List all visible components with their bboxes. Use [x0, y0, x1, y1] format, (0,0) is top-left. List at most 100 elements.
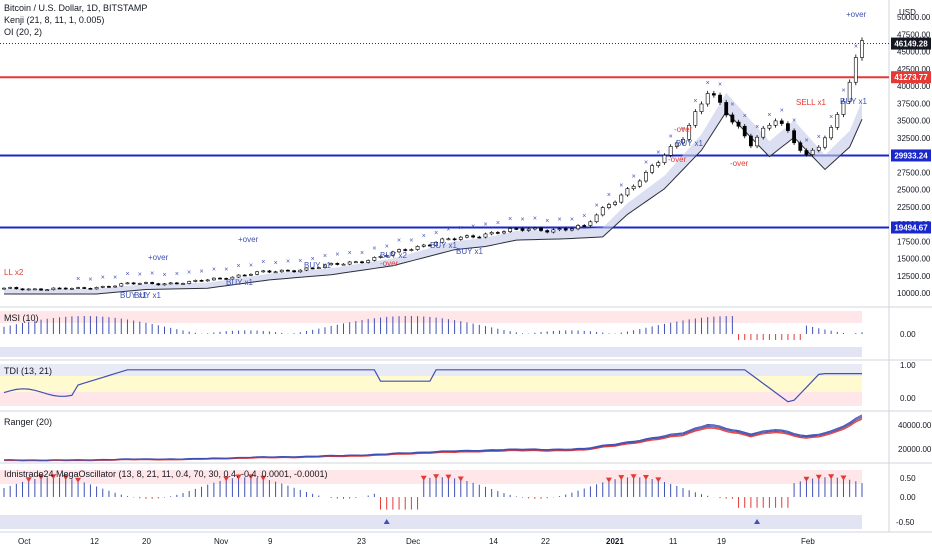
candle-body [557, 228, 562, 231]
candle-body [2, 287, 6, 290]
price-axis-tick: 42500.00 [897, 65, 931, 74]
price-axis-tick: 27500.00 [897, 168, 931, 177]
signal-annotation: +over [846, 10, 867, 19]
buy-marker: × [545, 218, 549, 225]
buy-marker: × [446, 227, 450, 234]
candle-body [434, 241, 438, 246]
time-axis-label: 12 [90, 537, 99, 546]
candle-body [823, 137, 827, 148]
candle-body [563, 228, 568, 231]
buy-marker: × [348, 250, 352, 257]
candle-body [150, 282, 155, 284]
candle-body [736, 121, 741, 127]
signal-annotation: BUY x1 [226, 278, 254, 287]
mega-sell-triangle [247, 474, 254, 480]
buy-marker: × [595, 202, 599, 209]
candle-body [329, 263, 334, 266]
level-price-label: 19494.67 [894, 223, 928, 232]
candle-body [168, 282, 173, 285]
mega-sell-triangle [630, 474, 637, 480]
mega-sell-triangle [815, 474, 822, 480]
mega-sell-triangle [25, 477, 32, 483]
mega-sell-triangle [223, 476, 230, 482]
last-price-tag [891, 37, 931, 50]
candle-body [279, 269, 284, 273]
candle-body [353, 261, 358, 264]
mega-sell-triangle [605, 477, 612, 483]
candle-body [390, 251, 395, 256]
mega-sell-triangle [828, 474, 835, 480]
candle-body [588, 221, 593, 226]
candle-body [681, 139, 685, 144]
signal-annotation: BUY x1 [430, 241, 458, 250]
candle-body [816, 146, 821, 151]
candle-body [193, 280, 198, 282]
candle-body [347, 261, 352, 265]
candle-body [76, 287, 80, 289]
price-axis-tick: 12500.00 [897, 272, 931, 281]
time-axis-label: Feb [801, 537, 815, 546]
candle-body [607, 204, 611, 208]
candle-body [582, 225, 587, 227]
signal-annotation: BUY x1 [456, 247, 484, 256]
mega-axis-tick: 0.00 [900, 493, 916, 502]
candle-body [304, 267, 309, 271]
candle-body [88, 288, 93, 290]
candle-body [705, 93, 710, 105]
signal-annotation: BUY x2 [380, 251, 408, 260]
candle-body [286, 269, 290, 272]
buy-marker: × [693, 98, 697, 105]
buy-marker: × [249, 262, 253, 269]
candle-body [14, 287, 19, 290]
buy-marker: × [187, 270, 191, 277]
time-axis-label: Oct [18, 537, 31, 546]
candle-body [508, 228, 513, 232]
mega-sell-triangle [420, 475, 427, 481]
candle-body [674, 142, 679, 147]
signal-annotation: BUY x1 [134, 291, 162, 300]
candle-body [421, 244, 426, 247]
buy-marker: × [125, 271, 129, 278]
ranger-pane-title: Ranger (20) [4, 417, 53, 427]
candle-body [452, 238, 457, 241]
candle-body [699, 103, 704, 112]
msi-oversold-zone [0, 347, 862, 357]
level-price-label: 29933.24 [894, 151, 928, 160]
price-axis-tick: 35000.00 [897, 117, 931, 126]
candle-body [82, 287, 87, 289]
candle-body [316, 267, 321, 269]
candle-body [249, 273, 253, 276]
ranger-axis-tick: 20000.00 [898, 445, 932, 454]
oi-indicator-legend: OI (20, 2) [4, 27, 43, 37]
candle-body [63, 287, 68, 290]
mega-sell-triangle [457, 476, 464, 482]
mega-sell-triangle [433, 474, 440, 480]
buy-marker: × [237, 263, 241, 270]
candle-body [8, 287, 13, 289]
time-axis-label: Dec [406, 537, 420, 546]
signal-annotation: BUY x1 [304, 261, 332, 270]
candle-body [187, 281, 192, 284]
candle-body [51, 287, 56, 291]
buy-marker: × [397, 237, 401, 244]
candle-body [798, 142, 803, 151]
mega-sell-triangle [50, 474, 57, 480]
candle-body [502, 231, 506, 234]
candle-body [341, 263, 346, 266]
buy-marker: × [632, 173, 636, 180]
candle-body [773, 120, 778, 126]
price-axis-tick: 32500.00 [897, 134, 931, 143]
candle-body [841, 101, 846, 115]
buy-marker: × [409, 237, 413, 244]
tdi-pane-title: TDI (13, 21) [4, 366, 53, 376]
candle-body [792, 130, 797, 144]
candle-body [100, 286, 105, 288]
mega-sell-triangle [840, 475, 847, 481]
candle-body [144, 282, 148, 284]
mega-upper-zone [0, 470, 862, 484]
buy-marker: × [508, 216, 512, 223]
candle-body [323, 264, 327, 268]
candle-body [174, 282, 179, 285]
buy-marker: × [335, 251, 339, 258]
